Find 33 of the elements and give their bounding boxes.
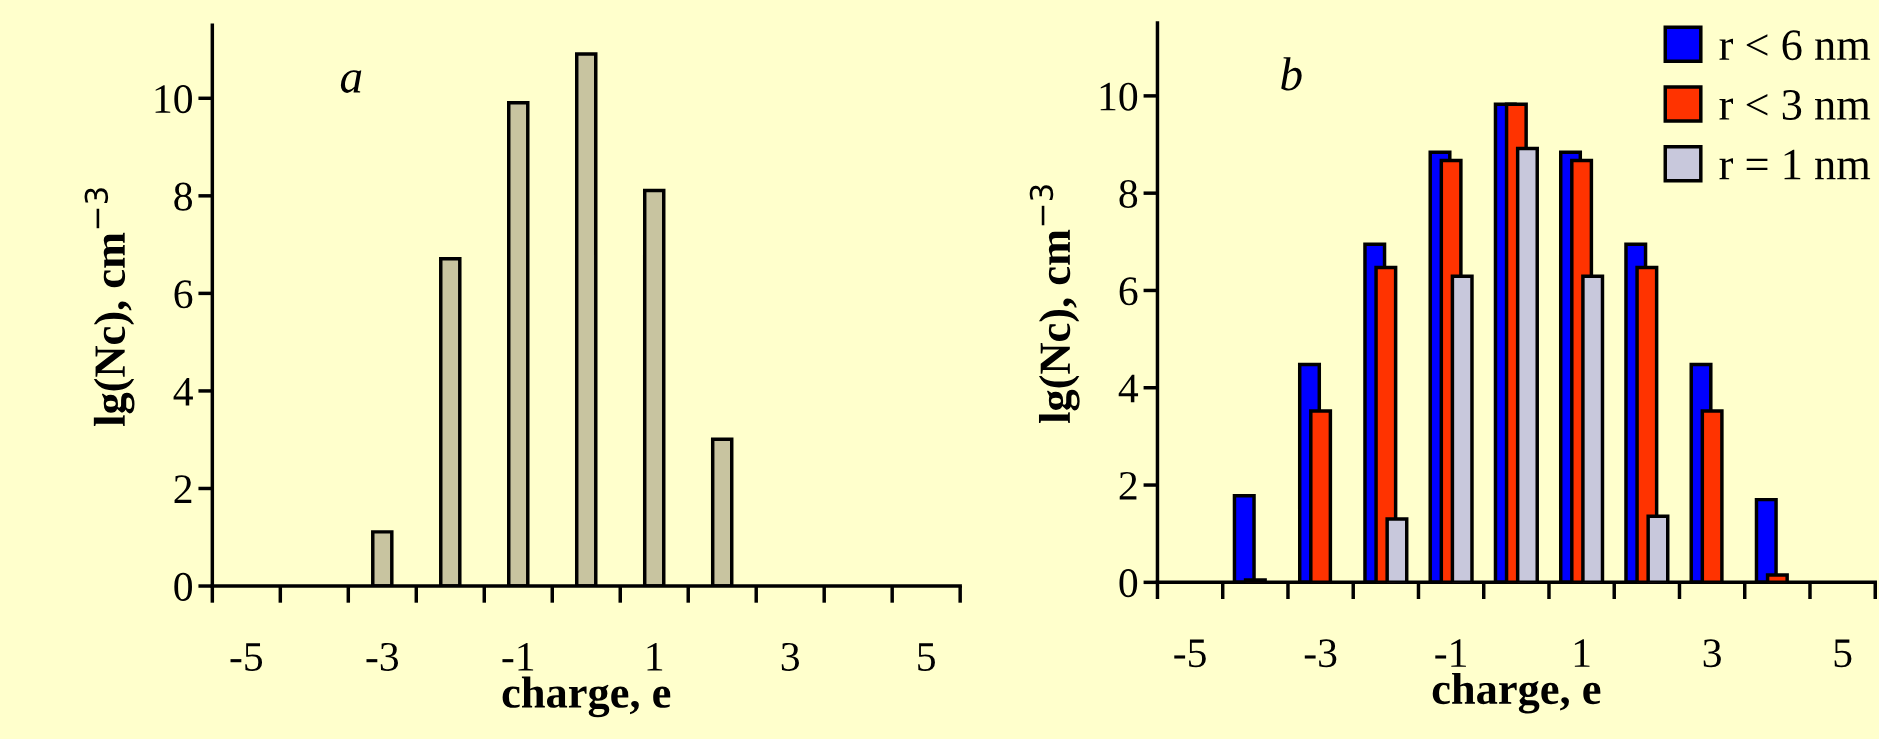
x-tick-label: 1 (647, 642, 663, 671)
y-tick-label: 4 (1118, 374, 1139, 403)
x-tick-label: 5 (918, 643, 935, 671)
y-tick-label: 2 (174, 475, 192, 503)
annotation: b (1281, 57, 1302, 91)
x-tick-label: -1 (502, 642, 534, 671)
y-tick-label: 8 (174, 182, 192, 211)
annotation: a (340, 70, 362, 93)
y-tick-label: 8 (1119, 179, 1138, 209)
x-tick-label: -3 (366, 642, 399, 671)
y-tick-label: 2 (1119, 471, 1137, 500)
y-tick-label: 10 (155, 85, 192, 114)
y-tick-label: 10 (1100, 82, 1138, 111)
y-tick-label: 6 (1119, 277, 1138, 306)
x-tick-label: -1 (1435, 639, 1466, 667)
y-tick-label: 6 (174, 280, 193, 309)
x-axis-title: charge, e (502, 676, 671, 718)
x-tick-label: 3 (781, 642, 799, 671)
x-tick-label: 3 (1703, 639, 1721, 668)
legend-label: r < 6 nm (1719, 30, 1871, 61)
y-tick-label: 4 (173, 377, 193, 406)
legend-label: r = 1 nm (1719, 149, 1871, 180)
x-axis-title: charge, e (1432, 672, 1601, 714)
y-tick-label: 0 (174, 572, 192, 601)
x-tick-label: -5 (230, 643, 263, 671)
y-axis-title: lg(Nc), cm$^{−3}$ (84, 188, 135, 427)
x-tick-label: -3 (1304, 639, 1337, 668)
legend-label: r < 3 nm (1719, 90, 1871, 120)
x-tick-label: -5 (1174, 639, 1206, 668)
y-tick-label: 0 (1119, 569, 1138, 598)
x-tick-label: 5 (1834, 639, 1852, 668)
x-tick-label: 1 (1574, 639, 1590, 667)
y-axis-title: lg(Nc), cm$^{−3}$ (1029, 185, 1080, 424)
